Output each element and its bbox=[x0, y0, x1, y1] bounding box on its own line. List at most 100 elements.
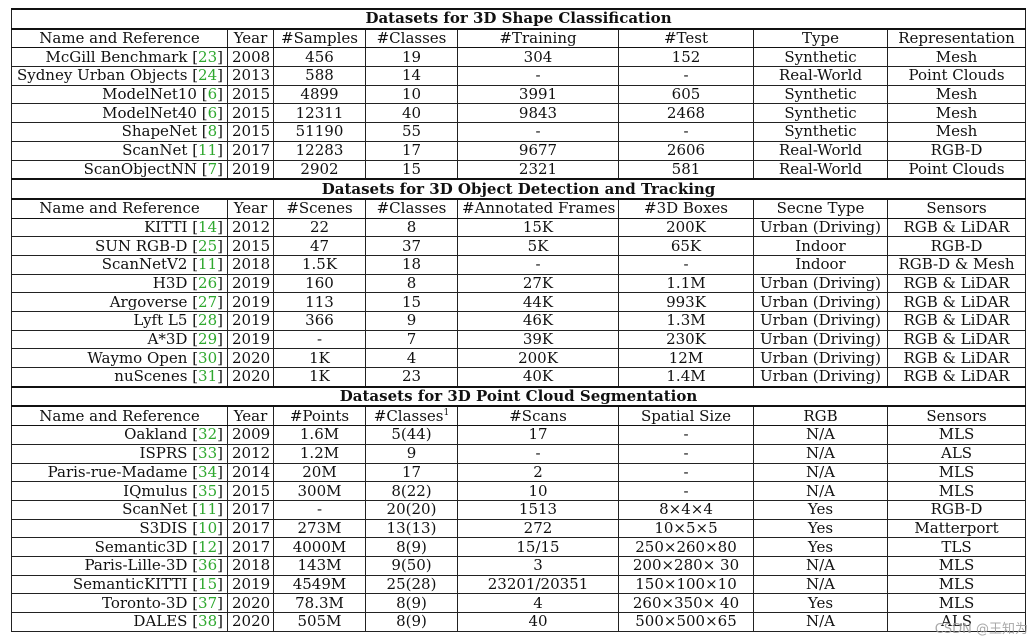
table-cell: 4549M bbox=[273, 574, 366, 595]
citation-link[interactable]: 32 bbox=[198, 425, 218, 444]
table-cell: 47 bbox=[273, 236, 366, 256]
citation-link[interactable]: 30 bbox=[198, 348, 218, 367]
citation-link[interactable]: 6 bbox=[207, 103, 218, 122]
citation-link[interactable]: 7 bbox=[207, 160, 218, 178]
citation-link[interactable]: 36 bbox=[198, 556, 218, 575]
table-cell: 8(9) bbox=[365, 537, 458, 557]
dataset-name-cell: Paris-rue-Madame [34] bbox=[11, 462, 228, 483]
table-cell: 505M bbox=[273, 612, 366, 632]
table-cell: 10×5×5 bbox=[618, 518, 754, 539]
citation-link[interactable]: 11 bbox=[198, 500, 218, 519]
citation-link[interactable]: 8 bbox=[207, 122, 218, 141]
citation-link[interactable]: 29 bbox=[198, 330, 218, 349]
table-cell: Urban (Driving) bbox=[753, 348, 888, 369]
column-header: #Classes bbox=[365, 28, 458, 49]
dataset-name-cell: ScanNet [11] bbox=[11, 499, 228, 520]
table-cell: Yes bbox=[753, 518, 888, 539]
column-header-label: Representation bbox=[898, 29, 1015, 48]
dataset-name-cell: KITTI [14] bbox=[11, 217, 228, 238]
table-cell: 2018 bbox=[227, 254, 274, 275]
table-row: Toronto-3D [37] 2020 78.3M 8(9) 4 260×350× 40… bbox=[11, 593, 1027, 613]
column-header: #Samples bbox=[273, 28, 366, 49]
column-header: Representation bbox=[886, 28, 1027, 49]
citation-link[interactable]: 24 bbox=[198, 66, 218, 85]
citation-link[interactable]: 14 bbox=[198, 218, 218, 236]
citation-link[interactable]: 15 bbox=[198, 575, 218, 593]
table-cell: 2012 bbox=[227, 217, 274, 238]
dataset-name: Lyft L5 bbox=[133, 311, 188, 330]
table-cell: Urban (Driving) bbox=[753, 292, 888, 312]
column-header-label: Name and Reference bbox=[39, 199, 200, 218]
table-cell: 17 bbox=[365, 140, 458, 161]
dataset-name-cell: Oakland [32] bbox=[11, 425, 228, 445]
column-header: Type bbox=[753, 28, 888, 49]
dataset-name: SemanticKITTI bbox=[72, 575, 188, 593]
citation-link[interactable]: 27 bbox=[198, 292, 218, 311]
table-cell: 78.3M bbox=[273, 593, 366, 613]
table-cell: Matterport bbox=[886, 518, 1027, 539]
table-cell: 993K bbox=[618, 292, 754, 312]
table-cell: 12M bbox=[618, 348, 754, 369]
table-cell: 2015 bbox=[227, 103, 274, 124]
table-cell: 2019 bbox=[227, 273, 274, 294]
table-row: H3D [26] 2019 160 8 27K 1.1M Urban (Driving) RG… bbox=[11, 273, 1027, 294]
table-cell: RGB & LiDAR bbox=[886, 348, 1027, 369]
citation-link[interactable]: 6 bbox=[207, 85, 218, 104]
table-row: KITTI [14] 2012 22 8 15K 200K Urban (Driving) R… bbox=[11, 217, 1027, 238]
citation-link[interactable]: 11 bbox=[198, 255, 218, 274]
table-cell: Mesh bbox=[886, 84, 1027, 105]
citation-link[interactable]: 23 bbox=[198, 47, 218, 66]
table-cell: 260×350× 40 bbox=[618, 593, 754, 613]
table-row: ScanNet [11] 2017-20(20) 1513 8×4×4 Yes RGB-D bbox=[11, 499, 1027, 520]
table-cell: 40 bbox=[365, 103, 458, 124]
table-cell: 152 bbox=[618, 47, 754, 68]
citation-link[interactable]: 35 bbox=[198, 481, 218, 500]
column-header-label: Year bbox=[233, 199, 268, 218]
table-cell: Mesh bbox=[886, 122, 1027, 142]
table-cell: 15/15 bbox=[457, 537, 619, 557]
table-cell: N/A bbox=[753, 555, 888, 576]
table-cell: 18 bbox=[365, 254, 458, 275]
dataset-name-cell: ShapeNet [8] bbox=[11, 122, 228, 142]
table-cell: 1.5K bbox=[273, 254, 366, 275]
column-header-label: #Annotated Frames bbox=[462, 199, 616, 218]
dataset-name: ScanObjectNN bbox=[83, 160, 197, 178]
table-cell: Real-World bbox=[753, 66, 888, 86]
citation-link[interactable]: 28 bbox=[198, 311, 218, 330]
citation-link[interactable]: 25 bbox=[198, 236, 218, 255]
dataset-name: Oakland bbox=[124, 425, 188, 444]
column-header-label: Secne Type bbox=[776, 199, 865, 218]
table-cell: 200K bbox=[618, 217, 754, 238]
citation-link[interactable]: 34 bbox=[198, 463, 218, 481]
table-cell: 500×500×65 bbox=[618, 612, 754, 632]
column-header: #Scans bbox=[457, 405, 619, 427]
citation-link[interactable]: 38 bbox=[198, 612, 218, 631]
citation-link[interactable]: 26 bbox=[198, 274, 218, 292]
table-row: Semantic3D [12] 2017 4000M 8(9) 15/15 250×260… bbox=[11, 537, 1027, 557]
table-cell: MLS bbox=[886, 462, 1027, 483]
dataset-name-cell: ModelNet10 [6] bbox=[11, 84, 228, 105]
citation-link[interactable]: 37 bbox=[198, 593, 218, 612]
table-cell: 2321 bbox=[457, 159, 619, 180]
table-cell: Urban (Driving) bbox=[753, 329, 888, 350]
table-cell: 588 bbox=[273, 66, 366, 86]
column-header: Year bbox=[227, 28, 274, 49]
dataset-name: S3DIS bbox=[139, 519, 188, 537]
dataset-name-cell: nuScenes [31] bbox=[11, 367, 228, 388]
table-row: DALES [38] 2020 505M 8(9) 40 500×500×65 N/A ALS bbox=[11, 612, 1027, 632]
citation-link[interactable]: 12 bbox=[198, 537, 218, 556]
citation-link[interactable]: 33 bbox=[198, 444, 218, 463]
column-header: #Test bbox=[618, 28, 754, 49]
column-header-label: Name and Reference bbox=[39, 29, 200, 48]
citation-link[interactable]: 31 bbox=[198, 367, 218, 386]
column-header-label: #Test bbox=[663, 29, 708, 48]
table-cell: 2606 bbox=[618, 140, 754, 161]
table-row: Oakland [32] 2009 1.6M 5(44) 17- N/A MLS bbox=[11, 425, 1027, 445]
column-header-row: Name and Reference Year #Points #Classes1 #S… bbox=[11, 405, 1027, 427]
citation-link[interactable]: 11 bbox=[198, 141, 218, 160]
table-cell: 2014 bbox=[227, 462, 274, 483]
table-cell: 14 bbox=[365, 66, 458, 86]
table-cell: 23 bbox=[365, 367, 458, 388]
citation-link[interactable]: 10 bbox=[198, 519, 218, 537]
column-header: Spatial Size bbox=[618, 405, 754, 427]
